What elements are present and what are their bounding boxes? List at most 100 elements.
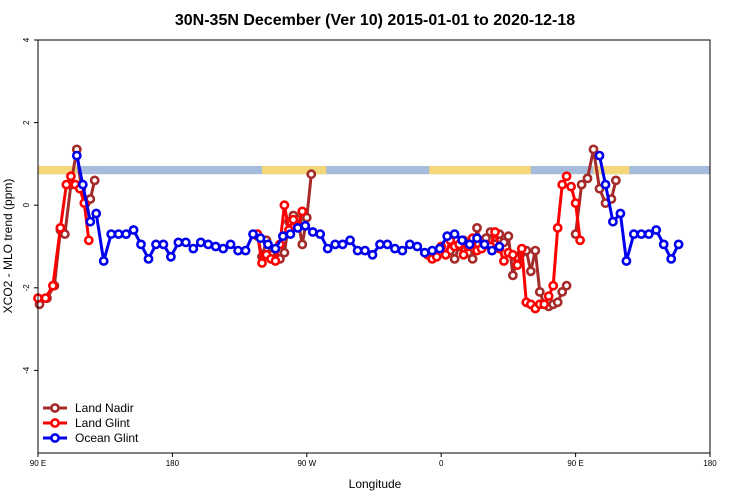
data-point xyxy=(628,229,639,239)
data-point xyxy=(472,233,482,244)
data-point xyxy=(113,229,124,239)
data-point xyxy=(440,249,451,260)
data-point xyxy=(240,245,251,256)
data-point xyxy=(552,222,563,233)
data-point xyxy=(534,286,545,297)
legend-marker-1 xyxy=(50,418,60,428)
data-point xyxy=(55,222,66,233)
data-point xyxy=(561,171,572,182)
data-point xyxy=(257,258,267,268)
data-point xyxy=(389,243,400,254)
legend-marker-2 xyxy=(50,433,60,443)
data-point xyxy=(643,229,654,239)
data-point xyxy=(449,253,460,264)
data-point xyxy=(66,171,76,182)
x-tick-label-3: 0 xyxy=(439,459,444,468)
x-tick-label-0: 90 E xyxy=(30,459,46,468)
data-point xyxy=(508,249,518,260)
data-point xyxy=(427,245,438,256)
data-point xyxy=(322,243,333,254)
data-point xyxy=(472,222,482,233)
data-point xyxy=(530,245,541,256)
data-point xyxy=(431,251,442,262)
data-point xyxy=(548,280,559,291)
data-point xyxy=(89,175,100,186)
data-point xyxy=(270,243,281,254)
data-point xyxy=(594,150,605,161)
data-point xyxy=(98,256,109,266)
data-point xyxy=(121,229,131,239)
data-point xyxy=(449,229,460,239)
data-point xyxy=(48,280,58,291)
legend-marker-0 xyxy=(50,403,60,413)
data-point xyxy=(263,239,273,250)
data-point xyxy=(539,299,550,310)
data-point xyxy=(576,179,587,190)
data-point xyxy=(91,208,102,219)
data-point xyxy=(543,291,554,301)
data-point xyxy=(666,253,677,264)
y-tick-label-0: -4 xyxy=(22,366,31,374)
x-tick-label-2: 90 W xyxy=(297,459,316,468)
y-tick-label-3: 2 xyxy=(22,120,31,125)
data-point xyxy=(608,216,618,227)
data-point xyxy=(552,297,563,308)
data-point xyxy=(233,245,243,256)
data-point xyxy=(566,181,576,192)
data-point xyxy=(180,237,191,248)
legend-label-0: Land Nadir xyxy=(75,401,134,415)
y-axis-label: XCO2 - MLO trend (ppm) xyxy=(1,179,15,314)
data-point xyxy=(600,179,611,190)
legend-label-1: Land Glint xyxy=(75,416,130,430)
data-point xyxy=(557,286,568,297)
data-point xyxy=(345,235,355,246)
land-band-3 xyxy=(593,165,630,175)
data-point xyxy=(188,243,199,254)
x-tick-label-5: 180 xyxy=(703,459,717,468)
data-point xyxy=(382,239,393,250)
data-point xyxy=(397,245,408,256)
axes: 90 E 180 90 W 0 90 E 180 -4 -2 0 2 4 xyxy=(22,37,717,468)
data-point xyxy=(277,231,288,242)
data-point xyxy=(77,179,88,190)
data-point xyxy=(136,239,146,250)
y-tick-label-1: -2 xyxy=(22,284,31,292)
data-point xyxy=(297,239,308,250)
data-point xyxy=(225,239,236,250)
data-point xyxy=(508,270,518,281)
data-point xyxy=(525,266,536,277)
data-point xyxy=(306,169,317,180)
x-tick-label-1: 180 xyxy=(166,459,180,468)
data-point xyxy=(673,239,684,250)
data-point xyxy=(255,233,266,244)
data-point xyxy=(621,256,632,266)
data-point xyxy=(479,239,490,250)
data-point xyxy=(367,249,378,260)
data-point xyxy=(611,175,621,186)
data-point xyxy=(582,173,593,184)
data-point xyxy=(85,216,96,227)
data-point xyxy=(292,222,303,233)
data-point xyxy=(575,235,585,246)
data-point xyxy=(128,225,139,235)
data-point xyxy=(404,239,415,250)
land-band-1 xyxy=(262,165,327,175)
data-point xyxy=(457,235,467,246)
data-point xyxy=(218,243,229,254)
data-point xyxy=(270,256,281,266)
data-point xyxy=(658,239,669,250)
data-point xyxy=(248,229,258,239)
data-point xyxy=(498,256,509,266)
data-point xyxy=(158,239,169,250)
ocean-band xyxy=(38,165,710,175)
data-point xyxy=(412,241,423,252)
data-point xyxy=(165,251,176,262)
data-point xyxy=(297,206,308,217)
data-point xyxy=(83,235,94,246)
data-point xyxy=(315,229,326,239)
series-group xyxy=(33,144,684,314)
data-point xyxy=(360,245,370,256)
land-band-2 xyxy=(429,165,531,175)
data-point xyxy=(464,239,475,250)
